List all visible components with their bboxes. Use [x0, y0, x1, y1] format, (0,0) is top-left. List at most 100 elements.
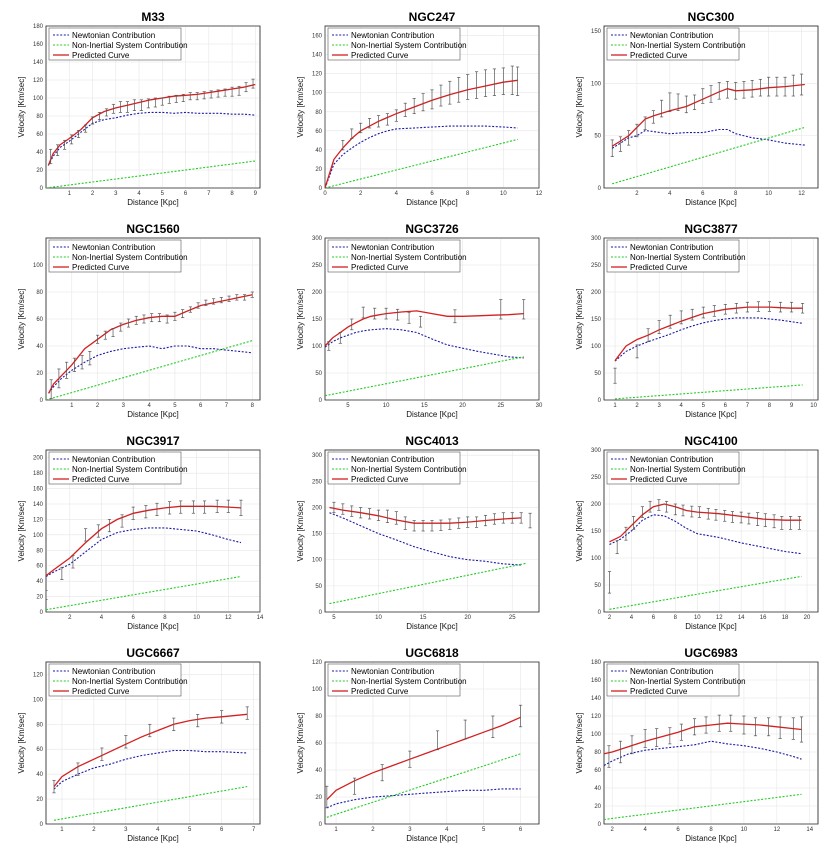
- error-bar: [767, 76, 771, 97]
- x-tick-label: 6: [199, 403, 203, 409]
- y-tick-label: 80: [36, 290, 43, 296]
- error-bar: [196, 302, 200, 309]
- error-bar: [709, 85, 713, 103]
- legend-box: [327, 663, 461, 697]
- error-bar: [730, 511, 734, 523]
- chart-title: M33: [141, 10, 165, 24]
- error-bar: [251, 78, 255, 89]
- series-line-predicted: [604, 722, 802, 755]
- error-bar: [173, 311, 177, 321]
- x-tick-label: 8: [163, 615, 167, 621]
- chart-title: NGC3917: [126, 434, 180, 448]
- y-tick-label: 250: [312, 263, 323, 269]
- legend-entry: Newtonian Contribution: [351, 31, 434, 40]
- y-tick-label: 0: [40, 398, 44, 404]
- plot-frame: [45, 25, 261, 189]
- error-bar: [384, 307, 388, 320]
- y-tick-label: 140: [33, 60, 44, 66]
- series-line-newtonian: [604, 740, 802, 766]
- error-bar: [403, 516, 407, 530]
- plot-content: [46, 499, 243, 611]
- error-bar: [235, 294, 239, 301]
- error-bar: [692, 94, 697, 110]
- error-bar: [627, 130, 631, 146]
- y-tick-label: 20: [36, 371, 43, 377]
- error-bar: [245, 706, 249, 720]
- legend-entry: Non-Inertial System Contribution: [351, 41, 467, 50]
- error-bar: [226, 499, 230, 513]
- y-tick-label: 200: [591, 502, 602, 508]
- error-bar: [227, 295, 231, 302]
- y-tick-label: 100: [591, 81, 602, 87]
- plot-frame: [45, 237, 261, 401]
- error-bar: [181, 309, 185, 319]
- plot-content: [46, 78, 256, 188]
- y-tick-label: 0: [598, 186, 602, 192]
- error-bar: [483, 514, 488, 527]
- legend-entry: Newtonian Contribution: [630, 667, 713, 676]
- series-line-predicted: [325, 310, 524, 347]
- error-bar: [613, 367, 617, 384]
- x-tick-label: 4: [668, 191, 672, 197]
- error-bar: [747, 512, 751, 525]
- x-tick-label: 4: [445, 827, 449, 833]
- legend-entry: Predicted Curve: [72, 475, 130, 484]
- error-bar: [778, 716, 782, 739]
- error-bar: [491, 715, 495, 738]
- error-bar: [756, 512, 760, 526]
- legend-entry: Non-Inertial System Contribution: [351, 677, 467, 686]
- legend-entry: Non-Inertial System Contribution: [630, 677, 746, 686]
- error-bar: [341, 140, 345, 151]
- x-tick-label: 9: [790, 403, 794, 409]
- x-axis-label: Distance [Kpc]: [127, 834, 179, 843]
- error-bar: [697, 506, 702, 518]
- y-axis-label: Velocity [Km/sec]: [17, 501, 26, 562]
- error-bar: [209, 90, 213, 99]
- error-bar: [215, 499, 219, 513]
- x-tick-label: 6: [184, 191, 188, 197]
- error-bar: [56, 144, 60, 156]
- y-tick-label: 300: [591, 236, 602, 242]
- error-bar: [57, 368, 61, 389]
- y-tick-label: 160: [591, 678, 602, 684]
- x-tick-label: 12: [716, 615, 723, 621]
- legend-box: [327, 27, 461, 61]
- chart-title: NGC3877: [684, 222, 738, 236]
- x-tick-label: 5: [346, 403, 350, 409]
- error-bar: [220, 710, 224, 724]
- error-bar: [474, 71, 479, 99]
- x-tick-label: 2: [635, 191, 639, 197]
- plot-frame: [324, 25, 540, 189]
- error-bar: [385, 113, 390, 126]
- error-bar: [148, 723, 152, 738]
- y-tick-label: 100: [591, 344, 602, 350]
- legend-entry: Predicted Curve: [630, 475, 688, 484]
- y-axis-label: Velocity [Km/sec]: [296, 77, 305, 138]
- plot-content: [329, 501, 532, 605]
- error-bar: [463, 719, 467, 740]
- y-tick-label: 60: [315, 129, 322, 135]
- error-bar: [640, 506, 645, 518]
- y-axis-label: Velocity [Km/sec]: [296, 501, 305, 562]
- x-tick-label: 3: [408, 827, 412, 833]
- error-bar: [216, 89, 220, 98]
- error-bar: [76, 130, 81, 138]
- error-bar: [181, 94, 185, 102]
- y-tick-label: 50: [594, 371, 601, 377]
- y-tick-label: 80: [36, 548, 43, 554]
- x-tick-label: 4: [100, 615, 104, 621]
- error-bar: [775, 76, 779, 97]
- y-tick-label: 50: [594, 134, 601, 140]
- chart-title: UGC6818: [405, 646, 459, 660]
- x-tick-label: 1: [68, 191, 72, 197]
- y-tick-label: 200: [33, 456, 44, 462]
- error-bar: [501, 512, 505, 524]
- y-axis-label: Velocity [Km/sec]: [296, 713, 305, 774]
- error-bar: [403, 102, 407, 117]
- x-tick-label: 7: [225, 403, 229, 409]
- y-tick-label: 180: [591, 660, 602, 666]
- legend-box: [327, 239, 461, 273]
